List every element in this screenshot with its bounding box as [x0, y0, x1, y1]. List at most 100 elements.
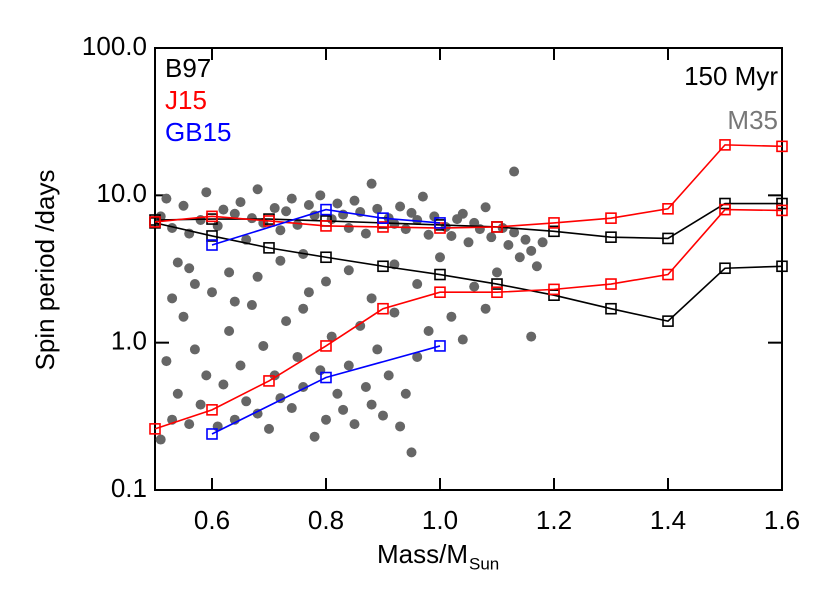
scatter-point	[446, 311, 457, 322]
scatter-point	[161, 193, 172, 204]
scatter-point	[326, 331, 337, 342]
series-marker	[263, 375, 275, 387]
series-marker	[662, 232, 674, 245]
scatter-point	[349, 195, 360, 206]
series-marker	[776, 204, 788, 217]
scatter-point	[178, 311, 189, 322]
series-marker	[776, 260, 788, 273]
scatter-point	[395, 201, 406, 212]
x-tick-label: 1.4	[650, 505, 686, 535]
scatter-point	[509, 166, 520, 177]
series-line	[154, 208, 783, 430]
scatter-point	[275, 225, 286, 236]
series-marker	[605, 231, 617, 243]
scatter-point	[406, 447, 417, 458]
scatter-point	[360, 228, 371, 239]
series-marker	[377, 302, 389, 315]
scatter-point	[195, 399, 206, 410]
scatter-point	[509, 227, 520, 238]
series-marker	[320, 203, 332, 216]
scatter-point	[321, 276, 331, 287]
series-marker	[662, 268, 674, 281]
scatter-point	[423, 229, 434, 240]
scatter-point	[189, 344, 200, 355]
scatter-point	[172, 388, 183, 399]
series-marker	[206, 404, 218, 416]
series-marker	[719, 139, 731, 151]
scatter-point	[383, 370, 394, 381]
series-marker	[206, 239, 218, 251]
x-tick-label: 1.0	[422, 505, 458, 535]
series-marker	[320, 340, 332, 352]
scatter-point	[537, 237, 548, 248]
series-marker	[434, 286, 446, 299]
scatter-point	[309, 431, 320, 442]
scatter-point	[503, 240, 514, 251]
scatter-point	[172, 257, 183, 268]
scatter-point	[303, 199, 314, 210]
scatter-point	[412, 351, 423, 362]
scatter-point	[531, 261, 542, 272]
series-marker	[320, 251, 332, 264]
series-marker	[206, 428, 218, 440]
scatter-point	[492, 267, 502, 278]
series-marker	[377, 221, 389, 233]
scatter-point	[429, 211, 440, 222]
x-tick-label: 1.2	[536, 505, 572, 535]
scatter-point	[286, 403, 297, 414]
series-marker	[719, 197, 731, 210]
legend-entry: GB15	[165, 117, 232, 147]
scatter-point	[372, 344, 383, 355]
plot-frame	[154, 47, 783, 491]
scatter-point	[457, 334, 468, 345]
x-axis-label-sub: Sun	[469, 554, 499, 573]
scatter-point	[526, 331, 537, 342]
scatter-point	[366, 178, 377, 189]
scatter-point	[252, 271, 263, 282]
series-marker	[491, 221, 503, 233]
y-tick-label: 1.0	[111, 326, 147, 356]
series-marker	[548, 225, 560, 238]
series-line	[154, 222, 783, 323]
series-marker	[434, 268, 446, 281]
scatter-point	[486, 232, 497, 243]
scatter-point	[201, 370, 212, 381]
scatter-point	[264, 423, 274, 434]
series-marker	[605, 212, 617, 224]
scatter-point	[360, 382, 371, 393]
series-marker	[206, 210, 218, 223]
scatter-point	[184, 419, 195, 430]
series-marker	[776, 140, 788, 153]
scatter-point	[224, 267, 235, 278]
series-marker	[548, 217, 560, 229]
series-marker	[719, 262, 731, 275]
series-marker	[605, 302, 617, 315]
series-marker	[434, 340, 446, 352]
scatter-point	[241, 396, 252, 407]
y-tick-label: 10.0	[96, 178, 147, 208]
scatter-point	[412, 215, 423, 226]
scatter-point	[252, 408, 263, 419]
scatter-point	[252, 184, 263, 195]
scatter-point	[469, 281, 480, 292]
scatter-point	[201, 187, 212, 198]
series-marker	[548, 283, 560, 296]
series-marker	[377, 260, 389, 273]
series-marker	[662, 203, 674, 215]
scatter-point	[229, 208, 240, 219]
x-axis-label: Mass/M	[377, 539, 468, 569]
scatter-point	[417, 191, 428, 202]
series-marker	[149, 216, 161, 228]
series-marker	[206, 230, 218, 242]
scatter-point	[395, 421, 406, 432]
scatter-point	[406, 207, 417, 218]
scatter-point	[332, 388, 343, 399]
series-line	[211, 208, 441, 246]
scatter-point	[292, 219, 303, 230]
series-marker	[548, 289, 560, 301]
scatter-point	[366, 399, 377, 410]
y-tick-label: 100.0	[82, 31, 147, 61]
scatter-point	[275, 255, 286, 266]
scatter-point	[281, 206, 292, 217]
